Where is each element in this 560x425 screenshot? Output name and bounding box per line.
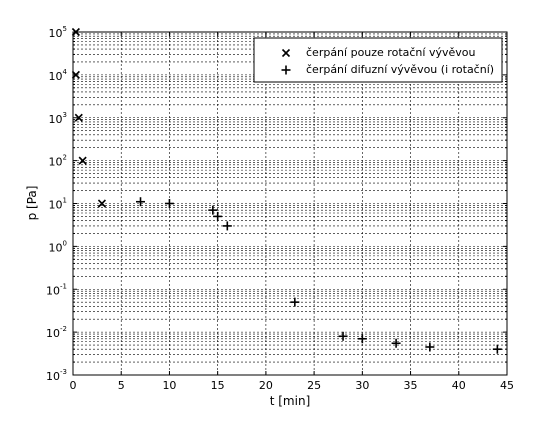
data-points — [71, 27, 502, 354]
x-tick-label: 15 — [211, 379, 225, 392]
y-tick-label: 105 — [49, 25, 67, 40]
y-tick-label: 102 — [49, 154, 67, 169]
legend-label-series-2: čerpání difuzní vývěvou (i rotační) — [306, 63, 494, 76]
x-tick-label: 10 — [162, 379, 176, 392]
data-point-series-2 — [391, 338, 401, 348]
y-tick-label: 10-3 — [46, 368, 67, 383]
data-point-series-2 — [357, 334, 367, 344]
legend-marker-series-1 — [281, 48, 291, 58]
data-point-series-1 — [71, 27, 80, 37]
x-tick-label: 35 — [404, 379, 418, 392]
x-axis-label: t [min] — [270, 394, 311, 408]
x-tick-label: 20 — [259, 379, 273, 392]
y-tick-label: 100 — [49, 239, 67, 254]
x-tick-label: 40 — [452, 379, 466, 392]
data-point-series-1 — [78, 156, 87, 165]
y-tick-label: 101 — [49, 197, 67, 212]
x-axis-tick-labels: 0 5 10 15 20 25 30 35 40 45 — [70, 379, 515, 392]
data-point-series-2 — [136, 197, 146, 207]
legend-label-series-1: čerpání pouze rotační vývěvou — [306, 46, 475, 59]
y-axis-tick-labels: 10-3 10-2 10-1 100 101 102 103 104 105 — [46, 25, 68, 383]
x-tick-label: 25 — [307, 379, 321, 392]
legend-marker-series-2 — [281, 65, 291, 75]
y-tick-label: 10-2 — [46, 325, 67, 340]
data-point-series-2 — [164, 199, 174, 208]
x-tick-label: 45 — [500, 379, 514, 392]
data-point-series-2 — [425, 342, 435, 352]
y-tick-label: 104 — [49, 68, 68, 83]
x-tick-label: 5 — [118, 379, 125, 392]
x-tick-label: 30 — [355, 379, 369, 392]
y-axis-label: p [Pa] — [25, 186, 39, 221]
y-tick-label: 103 — [49, 111, 67, 126]
data-point-series-2 — [222, 221, 232, 231]
y-tick-label: 10-1 — [46, 282, 67, 297]
data-point-series-1 — [74, 113, 83, 122]
data-point-series-2 — [213, 211, 223, 221]
x-tick-label: 0 — [70, 379, 77, 392]
data-point-series-2 — [338, 331, 348, 341]
legend-box — [253, 37, 503, 83]
grid — [73, 32, 507, 375]
data-point-series-1 — [71, 70, 80, 79]
legend-items — [281, 48, 291, 75]
data-point-series-1 — [97, 199, 106, 208]
data-point-series-2 — [290, 297, 300, 307]
data-point-series-2 — [492, 344, 502, 354]
data-point-series-2 — [208, 205, 218, 215]
legend: čerpání pouze rotační vývěvou čerpání di… — [253, 37, 503, 83]
